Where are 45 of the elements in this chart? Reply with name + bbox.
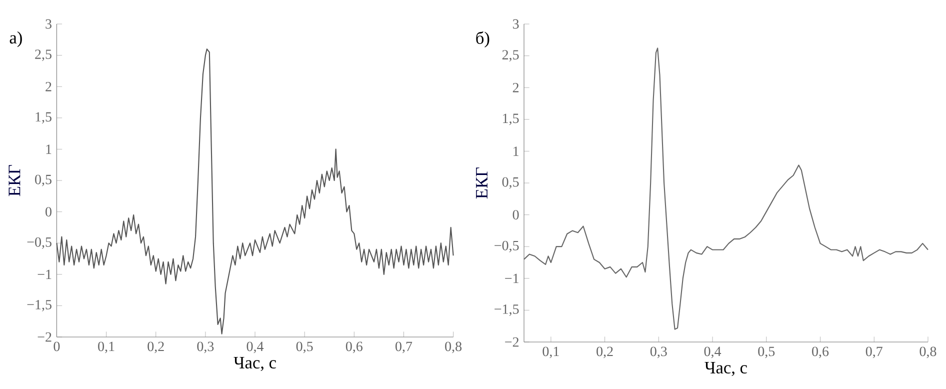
y-axis-title: ЕКГ	[476, 167, 488, 199]
y-tick-label: 1	[46, 144, 52, 154]
y-tick-label: −2	[38, 332, 52, 342]
x-tick-label: 0,2	[596, 346, 613, 358]
y-tick-label: −1,5	[494, 304, 519, 316]
y-tick-label: 0,5	[502, 177, 519, 189]
y-tick-label: 1,5	[503, 114, 519, 126]
y-tick-label: 0	[46, 207, 52, 217]
y-tick-label: 0	[512, 210, 519, 220]
x-tick-label: 0	[54, 342, 60, 352]
x-tick-label: 0,6	[812, 346, 829, 358]
x-tick-label: 0,3	[197, 342, 214, 354]
y-tick-label: 0,5	[35, 174, 52, 186]
y-tick-label: −2	[505, 337, 519, 347]
x-tick-label: 0,5	[296, 342, 313, 354]
x-tick-label: 0,7	[866, 346, 882, 358]
y-tick-label: 2,5	[502, 50, 519, 62]
chart-title: а)	[10, 31, 22, 48]
x-tick-label: 0,6	[346, 342, 362, 354]
y-tick-label: −1	[38, 270, 52, 280]
chart-title: б)	[476, 31, 490, 48]
y-tick-label: 3	[46, 19, 52, 29]
x-tick-label: 0,1	[98, 342, 114, 354]
x-tick-label: 0,8	[445, 342, 462, 354]
y-tick-label: −0,5	[27, 237, 52, 249]
x-tick-label: 0,4	[704, 346, 722, 358]
y-tick-label: −0,5	[494, 240, 519, 252]
x-tick-label: 0,2	[148, 342, 164, 354]
x-tick-label: 0,7	[396, 342, 412, 354]
y-axis-title: ЕКГ	[8, 164, 20, 196]
x-tick-label: 0,5	[758, 346, 775, 358]
x-axis-title: Час, с	[234, 356, 276, 372]
x-tick-label: 0,3	[650, 346, 667, 358]
x-tick-label: 0,8	[920, 346, 936, 358]
y-tick-label: 2	[512, 82, 519, 92]
y-tick-label: 3	[512, 19, 519, 29]
y-tick-label: 2,5	[35, 50, 52, 62]
x-tick-label: 0,1	[542, 346, 559, 358]
x-axis-title: Час, с	[704, 362, 747, 376]
y-tick-label: −1	[505, 274, 518, 284]
y-tick-label: 1,5	[36, 112, 52, 124]
x-tick-label: 0,4	[246, 342, 264, 354]
y-tick-label: 2	[46, 82, 52, 92]
y-tick-label: −1,5	[27, 300, 52, 312]
y-tick-label: 1	[514, 146, 518, 156]
